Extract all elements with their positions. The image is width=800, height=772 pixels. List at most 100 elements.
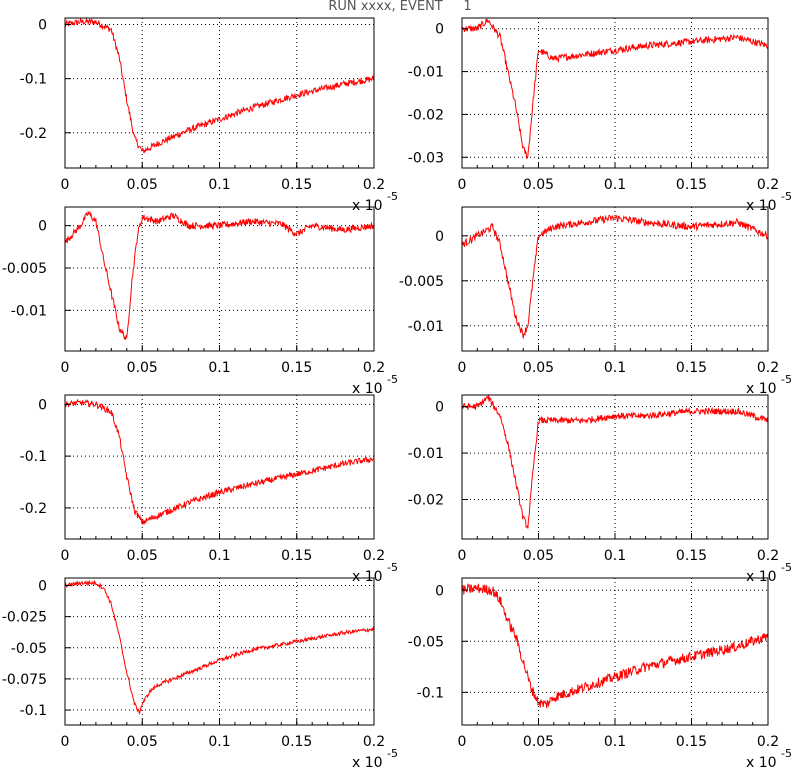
y-tick-label: 0 — [38, 397, 47, 413]
y-tick-label: -0.2 — [20, 501, 47, 517]
x-multiplier: x 10 — [352, 198, 383, 214]
y-tick-label: 0 — [38, 219, 47, 235]
x-multiplier: x 10 — [746, 381, 777, 397]
y-tick-label: -0.075 — [2, 672, 47, 688]
x-tick-label: 0.1 — [208, 734, 230, 750]
x-multiplier-exponent: -5 — [387, 190, 398, 203]
series-line — [64, 210, 375, 340]
y-tick-label: 0 — [435, 229, 444, 245]
x-tick-label: 0.1 — [208, 360, 230, 376]
x-tick-label: 0.05 — [127, 360, 158, 376]
y-tick-label: -0.05 — [408, 634, 444, 650]
x-multiplier-exponent: -5 — [387, 747, 398, 760]
panel-1: 0 0.05 0.1 0.15 0.2 0 -0.1 -0.2 x 10 -5 — [20, 17, 398, 214]
plot-frame — [64, 17, 375, 169]
x-tick-label: 0.05 — [127, 734, 158, 750]
series-line — [461, 214, 769, 339]
y-tick-label: -0.1 — [20, 449, 47, 465]
x-tick-label: 0.05 — [523, 734, 554, 750]
x-tick-label: 0.15 — [676, 360, 707, 376]
series-line — [461, 18, 769, 160]
y-tick-label: -0.025 — [2, 610, 47, 626]
x-tick-label: 0.2 — [363, 360, 385, 376]
x-tick-label: 0.2 — [757, 177, 779, 193]
y-tick-label: -0.02 — [408, 107, 444, 123]
x-tick-label: 0.15 — [281, 734, 312, 750]
x-tick-label: 0 — [61, 177, 70, 193]
y-tick-label: 0 — [435, 400, 444, 416]
x-tick-label: 0.05 — [127, 177, 158, 193]
panel-3: 0 0.05 0.1 0.15 0.2 0 -0.005 -0.01 x 10 -5 — [2, 206, 398, 397]
x-tick-label: 0.15 — [676, 734, 707, 750]
x-multiplier: x 10 — [746, 198, 777, 214]
y-tick-label: -0.03 — [408, 150, 444, 166]
x-multiplier-exponent: -5 — [387, 561, 398, 574]
y-tick-label: -0.1 — [20, 703, 47, 719]
y-tick-label: -0.01 — [408, 65, 444, 81]
x-multiplier-exponent: -5 — [781, 561, 792, 574]
y-tick-label: -0.01 — [408, 446, 444, 462]
x-tick-label: 0 — [61, 548, 70, 564]
panel-2: 0 0.05 0.1 0.15 0.2 0 -0.01 -0.02 -0.03 x 10 -5 — [408, 17, 792, 214]
x-tick-label: 0 — [458, 360, 467, 376]
panel-4: 0 0.05 0.1 0.15 0.2 0 -0.005 -0.01 x 10 -5 — [399, 206, 792, 397]
x-multiplier-exponent: -5 — [781, 373, 792, 386]
x-tick-label: 0.2 — [363, 548, 385, 564]
x-tick-label: 0.1 — [208, 177, 230, 193]
y-tick-label: 0 — [435, 22, 444, 38]
y-tick-label: -0.1 — [20, 72, 47, 88]
y-tick-label: -0.1 — [417, 685, 444, 701]
series-line — [64, 18, 375, 154]
plot-frame — [461, 17, 769, 169]
x-tick-label: 0.05 — [523, 548, 554, 564]
x-multiplier: x 10 — [746, 755, 777, 771]
x-tick-label: 0.2 — [757, 360, 779, 376]
panel-8: 0 0.05 0.1 0.15 0.2 0 -0.05 -0.1 x 10 -5 — [408, 577, 792, 771]
x-tick-label: 0.2 — [363, 734, 385, 750]
x-multiplier-exponent: -5 — [781, 747, 792, 760]
y-tick-label: -0.005 — [399, 274, 444, 290]
x-multiplier: x 10 — [746, 569, 777, 585]
x-multiplier: x 10 — [352, 381, 383, 397]
panel-6: 0 0.05 0.1 0.15 0.2 0 -0.01 -0.02 x 10 -5 — [408, 394, 792, 585]
x-multiplier-exponent: -5 — [781, 190, 792, 203]
x-tick-label: 0 — [61, 734, 70, 750]
x-tick-label: 0.2 — [757, 734, 779, 750]
y-tick-label: 0 — [435, 583, 444, 599]
x-tick-label: 0.15 — [676, 177, 707, 193]
x-tick-label: 0 — [458, 548, 467, 564]
x-tick-label: 0.15 — [281, 177, 312, 193]
series-line — [64, 398, 375, 526]
x-tick-label: 0.1 — [604, 734, 626, 750]
series-line — [461, 582, 769, 709]
x-tick-label: 0 — [458, 177, 467, 193]
y-tick-label: 0 — [38, 17, 47, 33]
series-line — [64, 579, 375, 716]
x-tick-label: 0.1 — [604, 360, 626, 376]
x-tick-label: 0.15 — [676, 548, 707, 564]
x-tick-label: 0 — [61, 360, 70, 376]
x-tick-label: 0.2 — [363, 177, 385, 193]
x-tick-label: 0.05 — [127, 548, 158, 564]
x-tick-label: 0.05 — [523, 177, 554, 193]
x-tick-label: 0.15 — [281, 360, 312, 376]
y-tick-label: -0.05 — [11, 641, 47, 657]
x-multiplier: x 10 — [352, 755, 383, 771]
x-tick-label: 0.05 — [523, 360, 554, 376]
y-tick-label: -0.005 — [2, 261, 47, 277]
panel-5: 0 0.05 0.1 0.15 0.2 0 -0.1 -0.2 x 10 -5 — [20, 394, 398, 585]
y-tick-label: -0.02 — [408, 493, 444, 509]
x-tick-label: 0.2 — [757, 548, 779, 564]
series-line — [461, 395, 769, 529]
x-tick-label: 0.1 — [604, 548, 626, 564]
y-tick-label: -0.01 — [408, 319, 444, 335]
x-tick-label: 0.1 — [208, 548, 230, 564]
x-tick-label: 0 — [458, 734, 467, 750]
y-tick-label: -0.2 — [20, 126, 47, 142]
y-tick-label: -0.01 — [11, 303, 47, 319]
x-tick-label: 0.15 — [281, 548, 312, 564]
x-multiplier: x 10 — [352, 569, 383, 585]
x-multiplier-exponent: -5 — [387, 373, 398, 386]
page-title: RUN xxxx, EVENT 1 — [328, 0, 472, 14]
